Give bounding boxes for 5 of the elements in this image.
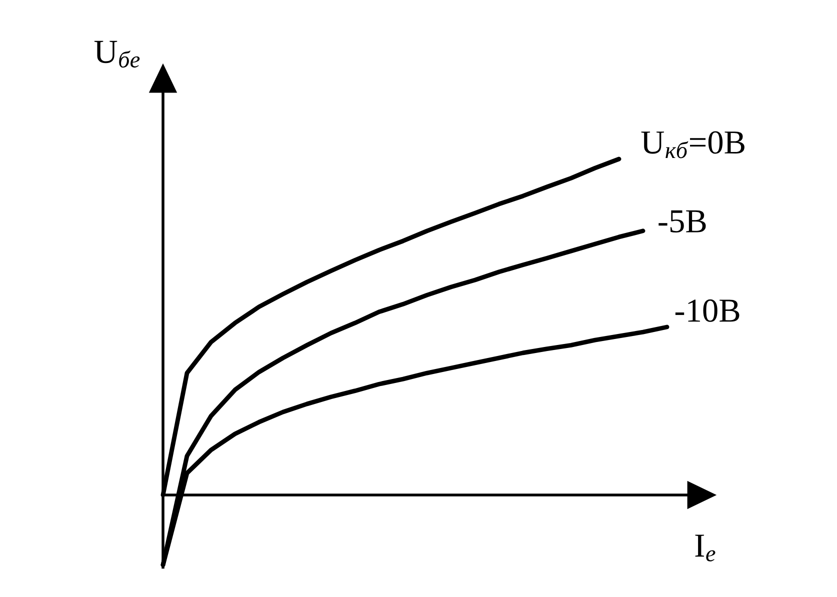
series-label: U$_{кб}$=0В bbox=[641, 131, 744, 158]
y-axis-title: U$_{бе}$ bbox=[94, 40, 140, 68]
x-axis-title: I$_{е}$ bbox=[695, 534, 716, 562]
series-label: -10В bbox=[675, 299, 740, 322]
series-label: -5В bbox=[658, 210, 706, 233]
